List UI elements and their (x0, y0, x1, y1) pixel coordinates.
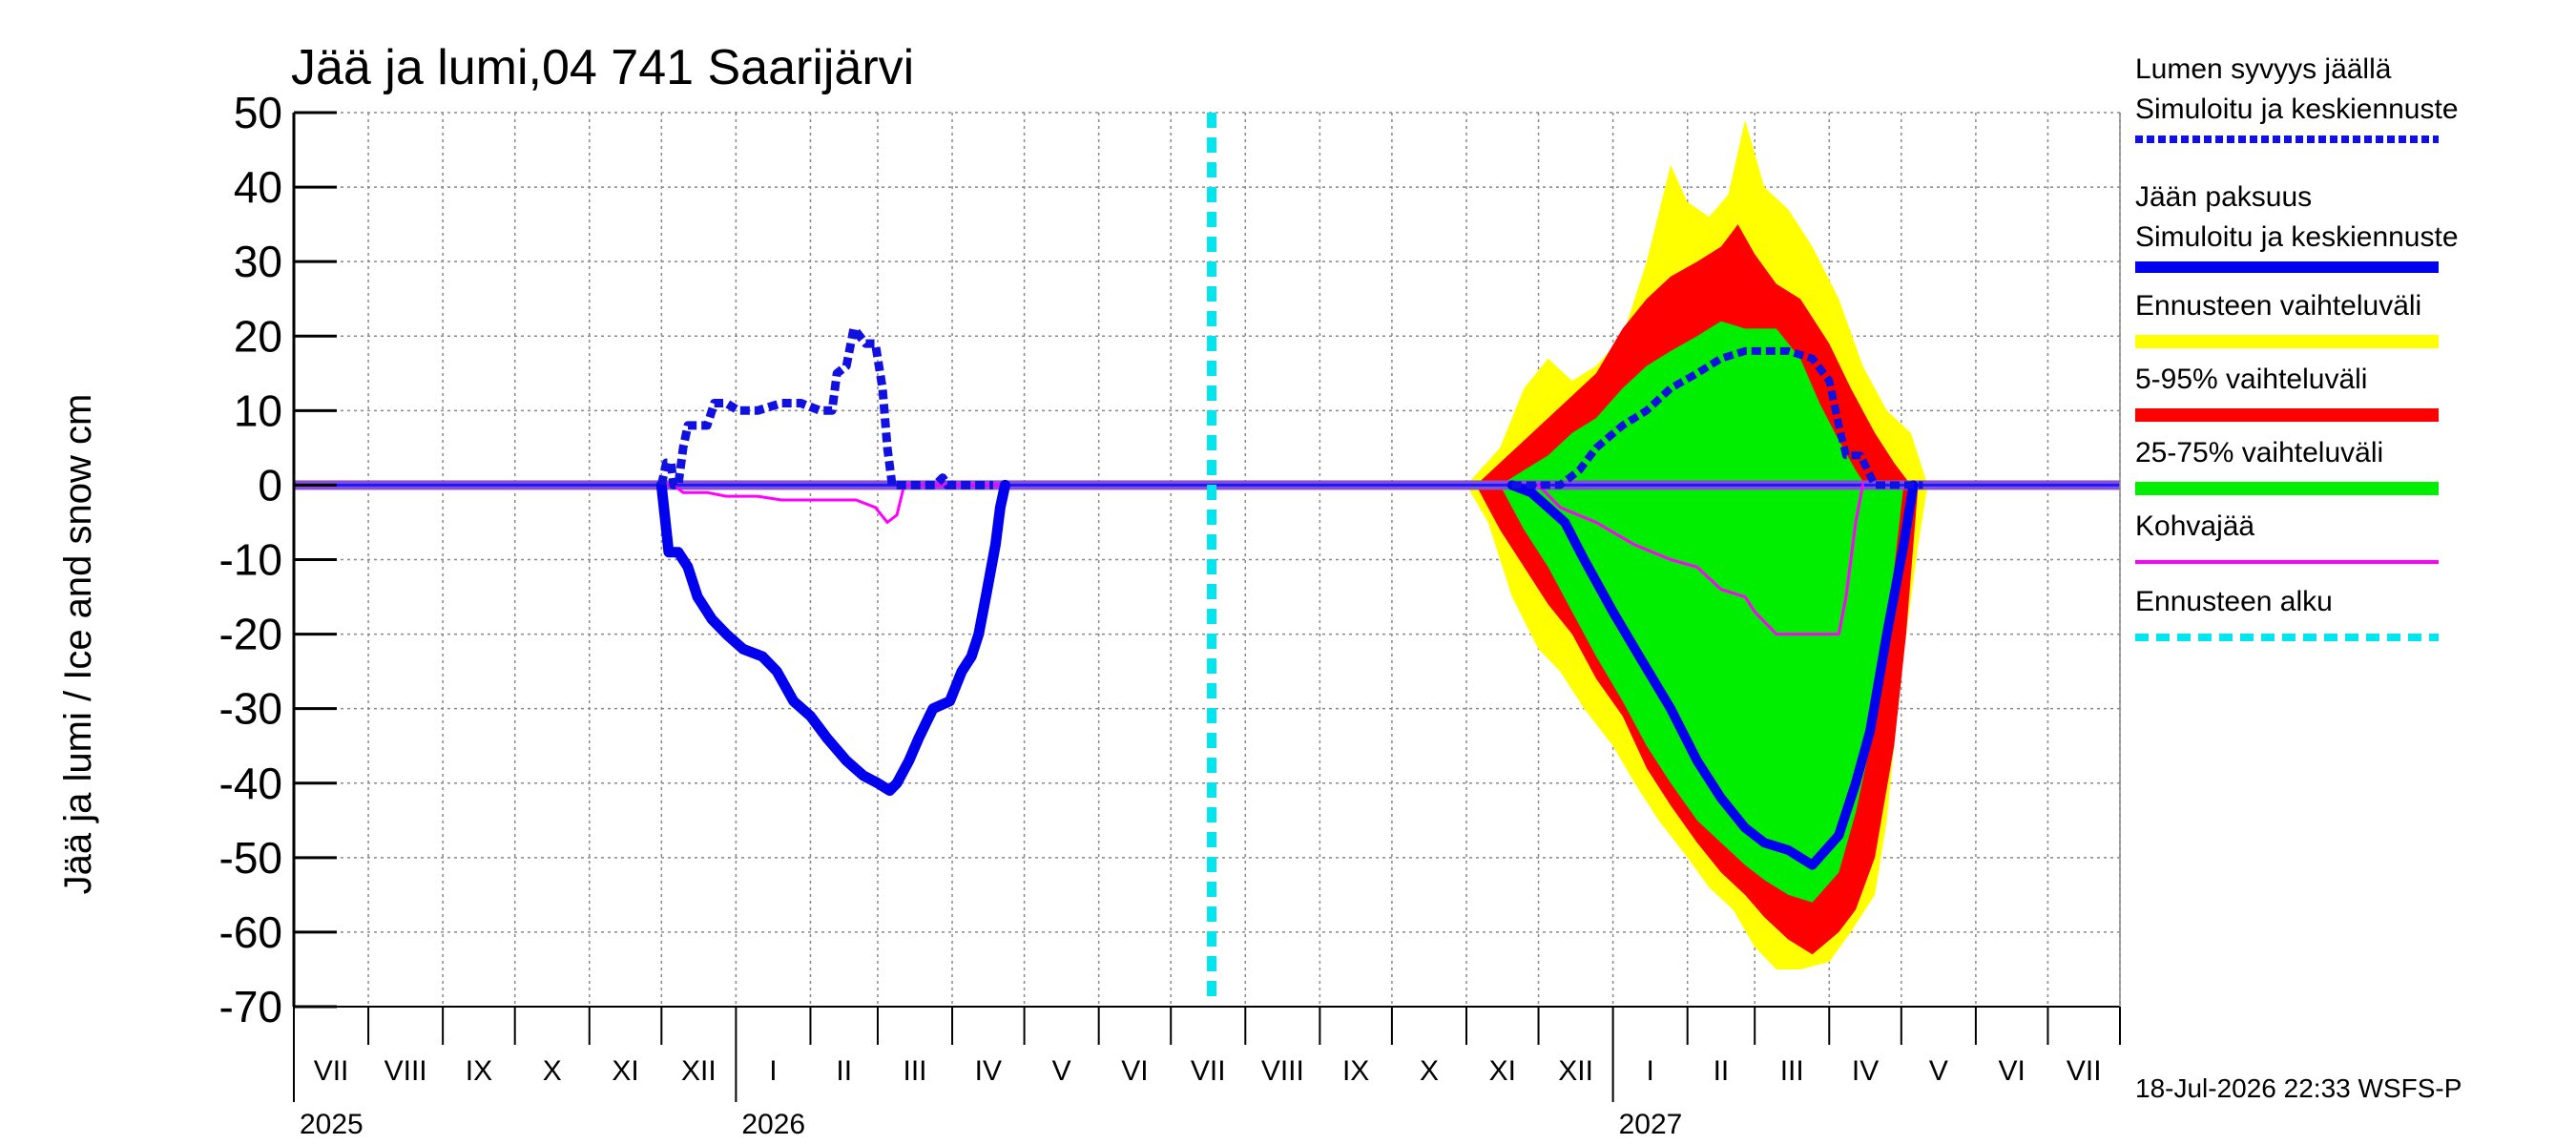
y-tick-label: -40 (219, 759, 282, 808)
y-tick-label: -20 (219, 610, 282, 659)
x-month-label: XII (681, 1055, 717, 1087)
legend-label: 5-95% vaihteluväli (2135, 364, 2367, 395)
legend-label-sub: Simuloitu ja keskiennuste (2135, 94, 2459, 125)
y-tick-label: -70 (219, 982, 282, 1031)
series-ice_forecast (1506, 480, 1919, 870)
y-tick-label: 0 (258, 460, 282, 510)
x-month-label: IV (975, 1055, 1002, 1087)
series-slush_forecast (1537, 483, 1864, 636)
x-month-label: III (1780, 1055, 1804, 1087)
legend-label: Ennusteen vaihteluväli (2135, 290, 2421, 322)
y-tick-label: 40 (234, 162, 282, 212)
x-month-label: V (1929, 1055, 1948, 1087)
x-month-label: VIII (384, 1055, 427, 1087)
band-range_25_75 (1500, 321, 1904, 903)
footer-timestamp: 18-Jul-2026 22:33 WSFS-P (2135, 1073, 2462, 1103)
y-tick-label: 30 (234, 237, 282, 286)
legend-label-sub: Simuloitu ja keskiennuste (2135, 221, 2459, 253)
x-month-label: II (836, 1055, 852, 1087)
series-snow_forecast (1511, 346, 1923, 489)
x-month-label: XI (1489, 1055, 1516, 1087)
x-month-label: VII (1191, 1055, 1226, 1087)
legend-label: Lumen syvyys jäällä (2135, 53, 2392, 85)
x-month-label: VI (1121, 1055, 1148, 1087)
series-slush_history (659, 483, 1007, 524)
y-tick-label: 50 (234, 88, 282, 137)
x-month-label: IX (466, 1055, 492, 1087)
y-tick-label: -60 (219, 907, 282, 957)
x-month-label: IV (1852, 1055, 1879, 1087)
y-axis: 50 40 30 20 10 0 -10 -20 -30 -40 -50 -60 -70 (219, 88, 337, 1031)
chart-title: Jää ja lumi,04 741 Saarijärvi (291, 40, 914, 95)
legend-label: Kohvajää (2135, 510, 2254, 542)
y-axis-label: Jää ja lumi / Ice and snow cm (57, 394, 99, 895)
series-snow_history (656, 323, 993, 489)
y-tick-label: -10 (219, 535, 282, 585)
x-year-label: 2026 (741, 1109, 805, 1140)
legend-label: 25-75% vaihteluväli (2135, 437, 2383, 468)
x-year-label: 2025 (300, 1109, 364, 1140)
x-month-label: II (1714, 1055, 1730, 1087)
x-month-label: XII (1558, 1055, 1593, 1087)
y-tick-label: -30 (219, 684, 282, 734)
x-axis: VII VIII IX X XI XII I II III IV V VI VII VIII IX X XI XI… (293, 1007, 2121, 1140)
legend-label: Jään paksuus (2135, 181, 2312, 213)
x-month-label: VII (2067, 1055, 2102, 1087)
plot-area (292, 113, 2121, 1008)
x-month-label: V (1052, 1055, 1071, 1087)
x-month-label: X (1420, 1055, 1439, 1087)
x-month-label: VIII (1261, 1055, 1304, 1087)
y-tick-label: 20 (234, 311, 282, 361)
legend-label: Ennusteen alku (2135, 586, 2333, 617)
x-month-label: I (769, 1055, 777, 1087)
x-month-label: VI (1998, 1055, 2025, 1087)
legend: Lumen syvyys jäällä Simuloitu ja keskienn… (2135, 53, 2459, 641)
y-tick-label: -50 (219, 833, 282, 883)
x-month-label: VII (314, 1055, 349, 1087)
x-month-label: III (904, 1055, 927, 1087)
x-month-label: XI (612, 1055, 638, 1087)
x-month-label: IX (1342, 1055, 1369, 1087)
x-month-label: X (543, 1055, 562, 1087)
y-tick-label: 10 (234, 385, 282, 435)
x-year-label: 2027 (1619, 1109, 1683, 1140)
series-ice_history (655, 479, 1010, 797)
x-month-label: I (1646, 1055, 1653, 1087)
